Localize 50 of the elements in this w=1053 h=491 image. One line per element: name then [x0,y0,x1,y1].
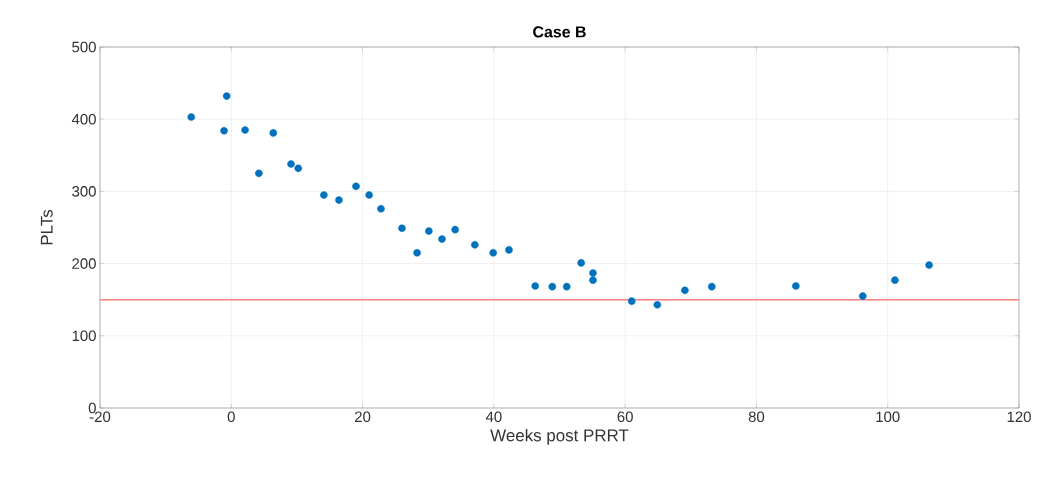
y-tick-label: 100 [72,330,96,342]
point [187,113,196,121]
point [413,248,421,257]
x-tick-label: 100 [876,411,900,423]
x-tick-label: 60 [617,411,633,423]
y-tick-label: 200 [72,258,96,269]
point [792,282,800,290]
point [269,129,278,137]
point [577,259,585,267]
x-axis-title: Weeks post PRRT [490,428,629,445]
x-tick-label: 120 [1007,411,1031,423]
point [471,241,479,249]
point [425,227,433,235]
point [489,248,497,257]
x-tick-label: 80 [748,411,765,423]
point [451,225,459,234]
point [548,282,557,291]
point [294,164,303,173]
y-axis-title: PLTs [40,209,53,245]
point [589,269,597,277]
point [653,300,662,309]
point [681,286,689,295]
point [320,191,328,199]
point [589,276,597,284]
point [255,169,263,178]
y-tick-label: 500 [72,41,96,53]
point [287,160,295,168]
point [335,196,343,204]
chart-title: Case B [533,26,586,38]
point [220,126,228,135]
x-tick-label: 0 [227,411,235,423]
x-tick-label: 40 [485,411,502,423]
point [858,292,867,300]
point [627,297,636,305]
point [398,224,406,233]
point [377,204,385,213]
y-tick-label: 400 [71,113,96,125]
point [708,282,716,291]
point [438,235,446,243]
point [925,261,933,269]
point [562,282,571,291]
point [241,126,249,134]
point [505,246,513,254]
x-tick-label: 20 [355,411,371,423]
point [531,282,539,290]
point [365,191,373,199]
point [891,276,899,284]
y-tick-label: 300 [72,186,96,197]
point [352,182,360,191]
point [222,92,231,100]
